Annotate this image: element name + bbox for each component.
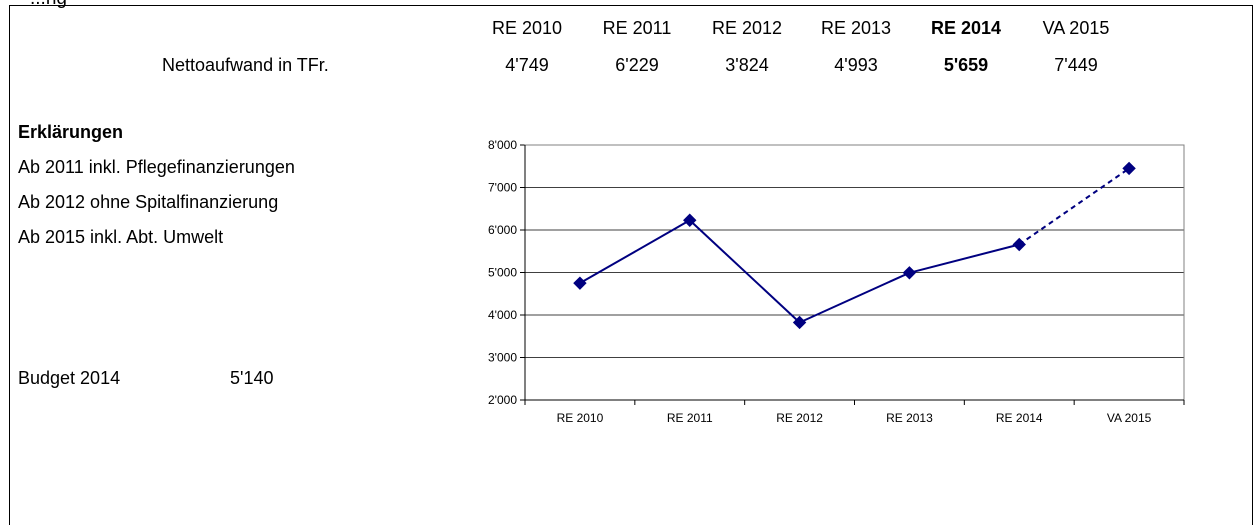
y-tick-label: 3'000	[488, 351, 517, 365]
explanations-title: Erklärungen	[18, 122, 124, 142]
report-frame	[9, 5, 1253, 525]
column-header: RE 2013	[820, 18, 892, 38]
budget-value: 5'140	[230, 368, 274, 388]
y-tick-label: 5'000	[488, 266, 517, 280]
column-header: RE 2012	[711, 18, 783, 38]
data-point-marker	[792, 315, 807, 330]
explanation-line: Ab 2015 inkl. Abt. Umwelt	[18, 227, 224, 247]
series-segment	[799, 271, 910, 324]
column-value: 7'449	[1054, 55, 1098, 75]
y-tick-label: 6'000	[488, 223, 517, 237]
series-segment-dashed	[1018, 167, 1130, 246]
x-tick-label: RE 2012	[776, 411, 823, 425]
column-value: 3'824	[725, 55, 769, 75]
column-header: RE 2011	[602, 18, 672, 38]
series-segment	[689, 219, 801, 324]
series-segment	[909, 243, 1020, 274]
x-tick-label: RE 2011	[667, 411, 713, 425]
y-tick-label: 8'000	[488, 138, 517, 152]
data-point-marker	[902, 266, 917, 280]
y-tick-label: 4'000	[488, 308, 517, 322]
y-tick-label: 7'000	[488, 181, 517, 195]
column-header: RE 2010	[491, 18, 563, 38]
budget-label: Budget 2014	[18, 368, 121, 388]
column-value: 6'229	[615, 55, 659, 75]
x-tick-label: RE 2013	[886, 411, 933, 425]
explanation-line: Ab 2011 inkl. Pflegefinanzierungen	[18, 157, 295, 177]
column-value: 4'749	[505, 55, 549, 75]
row-label: Nettoaufwand in TFr.	[162, 55, 329, 75]
data-point-marker	[1012, 237, 1026, 252]
data-point-marker	[1122, 161, 1136, 176]
y-tick-label: 2'000	[488, 393, 517, 407]
column-header: VA 2015	[1042, 18, 1110, 38]
x-tick-label: RE 2010	[557, 411, 604, 425]
data-point-marker	[683, 213, 697, 227]
column-header: RE 2014	[930, 18, 1002, 38]
data-point-marker	[573, 276, 587, 290]
column-value: 5'659	[943, 55, 989, 75]
x-tick-label: RE 2014	[996, 411, 1043, 425]
series-segment	[579, 219, 691, 285]
column-value: 4'993	[834, 55, 878, 75]
explanation-line: Ab 2012 ohne Spitalfinanzierung	[18, 192, 279, 212]
cut-off-title: ...ng	[30, 0, 67, 10]
x-tick-label: VA 2015	[1107, 411, 1152, 425]
